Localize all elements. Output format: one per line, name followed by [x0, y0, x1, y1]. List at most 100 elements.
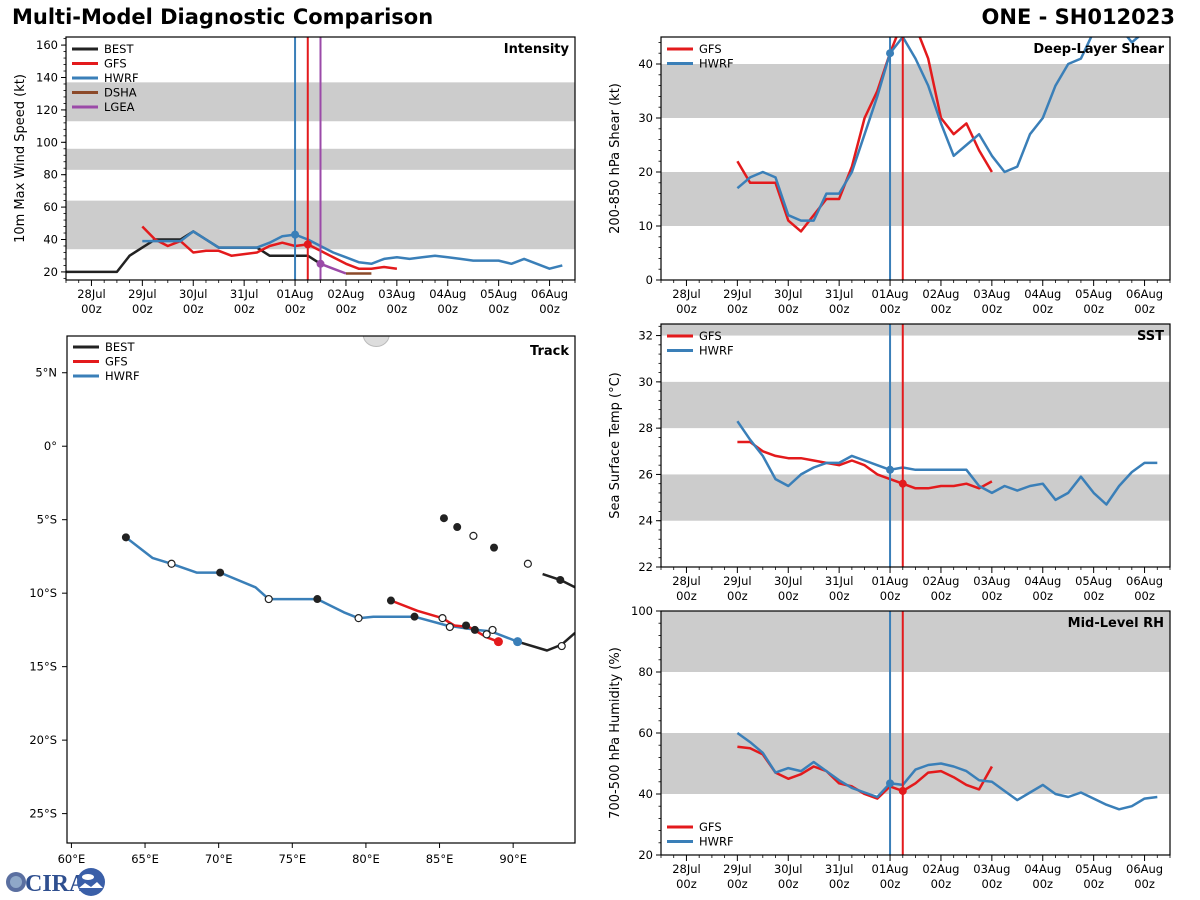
track-point-filled [470, 625, 479, 634]
x-tick-label-date: 03Aug [973, 287, 1010, 301]
x-tick-label: 85°E [426, 852, 454, 866]
y-axis-label: 700-500 hPa Humidity (%) [608, 647, 623, 819]
x-tick-label-hour: 00z [1134, 302, 1155, 316]
plot-area [121, 336, 575, 652]
y-tick-label: 10°S [29, 586, 57, 600]
x-tick-label-hour: 00z [1083, 877, 1104, 891]
x-tick-label-date: 04Aug [429, 287, 466, 301]
series-line-lgea [320, 262, 347, 275]
init-marker-gfs [899, 17, 907, 25]
legend-label-gfs: GFS [699, 42, 722, 56]
x-tick-label-hour: 00z [488, 302, 509, 316]
x-tick-label-date: 06Aug [1126, 574, 1163, 588]
y-tick-label: 20 [638, 165, 653, 179]
panel-title: Intensity [504, 42, 570, 57]
x-tick-label-date: 30Jul [774, 862, 803, 876]
x-tick-label-date: 28Jul [672, 862, 701, 876]
legend-label-gfs: GFS [699, 820, 722, 834]
x-tick-label-hour: 00z [81, 302, 102, 316]
x-tick-label-date: 01Aug [872, 574, 909, 588]
y-tick-label: 140 [36, 71, 58, 85]
x-tick-label-date: 03Aug [378, 287, 415, 301]
series-line-gfs [736, 37, 993, 233]
legend-label-hwrf: HWRF [104, 71, 139, 85]
x-tick-label-hour: 00z [1134, 877, 1155, 891]
y-tick-label: 10 [638, 219, 653, 233]
x-tick-label-date: 06Aug [531, 287, 568, 301]
threshold-band [661, 381, 1170, 429]
x-tick-label-date: 28Jul [672, 287, 701, 301]
x-tick-label-hour: 00z [829, 302, 850, 316]
track-point-open [488, 625, 497, 635]
y-tick-label: 24 [638, 514, 653, 528]
x-tick-label: 90°E [499, 852, 527, 866]
track-point-filled [121, 533, 130, 542]
x-tick-label-hour: 00z [829, 589, 850, 603]
y-tick-label: 32 [638, 329, 653, 343]
x-tick-label-date: 29Jul [128, 287, 157, 301]
x-tick-label-hour: 00z [1032, 302, 1053, 316]
track-point-open [523, 559, 532, 568]
threshold-band [661, 474, 1170, 521]
x-tick-label-date: 05Aug [1075, 862, 1112, 876]
track-point-filled [490, 543, 499, 552]
x-tick-label-date: 05Aug [480, 287, 517, 301]
y-tick-label: 22 [638, 560, 653, 574]
y-axis-label: 10m Max Wind Speed (kt) [13, 74, 28, 243]
x-tick-label-hour: 00z [1134, 589, 1155, 603]
track-end-gfs [493, 637, 503, 647]
x-tick-label-hour: 00z [778, 589, 799, 603]
track-point-open [264, 594, 273, 604]
panel-title: Mid-Level RH [1068, 616, 1164, 631]
threshold-band [661, 733, 1170, 794]
init-marker-hwrf [291, 230, 300, 239]
x-tick-label-hour: 00z [880, 589, 901, 603]
x-tick-label-hour: 00z [234, 302, 255, 316]
legend-label-hwrf: HWRF [105, 369, 140, 383]
x-tick-label: 60°E [58, 852, 86, 866]
track-point-filled [313, 595, 322, 604]
init-marker-lgea [316, 259, 325, 268]
y-tick-label: 40 [638, 57, 653, 71]
legend-label-hwrf: HWRF [699, 835, 734, 849]
init-marker-gfs [303, 240, 312, 249]
x-tick-label-hour: 00z [931, 302, 952, 316]
init-marker-hwrf [886, 465, 895, 474]
track-end-hwrf [513, 637, 523, 647]
x-tick-label-date: 05Aug [1075, 287, 1112, 301]
plot-area [661, 324, 1170, 567]
series-line-hwrf [142, 230, 563, 270]
series-line-gfs [737, 745, 993, 800]
y-tick-label: 25°S [29, 807, 57, 821]
x-tick-label-date: 02Aug [327, 287, 364, 301]
x-tick-label-date: 02Aug [922, 287, 959, 301]
x-tick-label-hour: 00z [1032, 877, 1053, 891]
x-tick-label-date: 01Aug [872, 862, 909, 876]
init-marker-gfs [898, 786, 907, 795]
x-tick-label-hour: 00z [982, 589, 1003, 603]
legend-label-lgea: LGEA [104, 100, 135, 114]
track-point-filled [410, 612, 419, 621]
y-tick-label: 80 [638, 665, 653, 679]
x-tick-label-hour: 00z [727, 877, 748, 891]
y-tick-label: 60 [638, 726, 653, 740]
track-point-filled [462, 621, 471, 630]
x-tick-label-date: 05Aug [1075, 574, 1112, 588]
track-point-filled [216, 568, 225, 577]
panel-title: SST [1137, 329, 1164, 344]
x-tick-label-hour: 00z [1032, 589, 1053, 603]
mountain-shape [79, 882, 103, 888]
x-tick-label-hour: 00z [437, 302, 458, 316]
threshold-band [661, 324, 1170, 336]
x-tick-label-hour: 00z [676, 302, 697, 316]
y-tick-label: 28 [638, 421, 653, 435]
panel-title: Deep-Layer Shear [1033, 42, 1164, 57]
track-point-filled [439, 514, 448, 523]
track-point-open [469, 531, 478, 540]
x-tick-label-hour: 00z [829, 877, 850, 891]
y-tick-label: 5°N [35, 366, 57, 380]
plot-frame [660, 323, 1171, 568]
x-tick-label-hour: 00z [931, 589, 952, 603]
series-line-hwrf [736, 420, 1158, 506]
legend-label-hwrf: HWRF [699, 57, 734, 71]
